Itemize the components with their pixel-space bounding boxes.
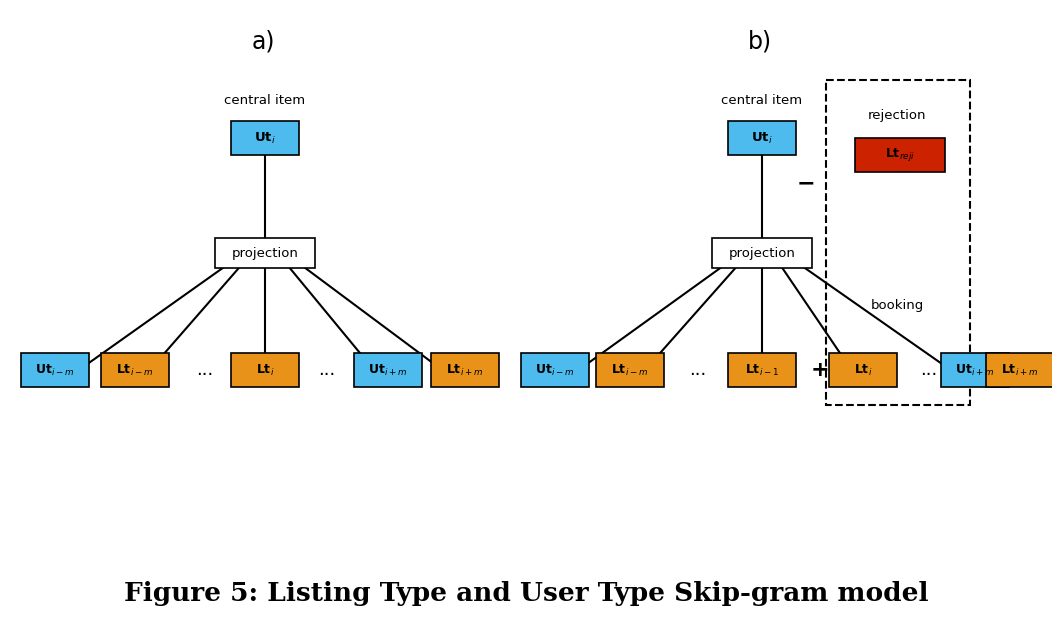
Bar [355,353,422,387]
Text: ...: ... [920,361,937,379]
Text: central item: central item [224,93,305,106]
Text: Lt$_i$: Lt$_i$ [854,363,872,378]
Text: ...: ... [689,361,707,379]
Text: Lt$_{i-m}$: Lt$_{i-m}$ [117,363,154,378]
Text: Lt$_{i+m}$: Lt$_{i+m}$ [1002,363,1038,378]
Text: projection: projection [729,247,795,259]
Text: +: + [811,360,829,380]
Bar [940,353,1009,387]
Text: Figure 5: Listing Type and User Type Skip-gram model: Figure 5: Listing Type and User Type Ski… [124,581,928,607]
Bar [728,353,796,387]
Text: Lt$_{i-1}$: Lt$_{i-1}$ [745,363,778,378]
Text: Lt$_{i-m}$: Lt$_{i-m}$ [611,363,649,378]
Text: booking: booking [870,298,924,312]
Bar [829,353,897,387]
Text: Lt$_{i+m}$: Lt$_{i+m}$ [446,363,484,378]
Bar [826,80,970,405]
Bar [596,353,664,387]
Text: Lt$_i$: Lt$_i$ [256,363,275,378]
Bar [215,238,315,268]
Bar [728,121,796,155]
Text: projection: projection [231,247,299,259]
Text: ...: ... [197,361,214,379]
Bar [431,353,499,387]
Text: ...: ... [319,361,336,379]
Text: −: − [796,173,815,193]
Text: central item: central item [722,93,803,106]
Text: Ut$_i$: Ut$_i$ [255,130,276,146]
Text: a): a) [251,30,275,54]
Bar [521,353,589,387]
Text: Ut$_{i+m}$: Ut$_{i+m}$ [955,363,995,378]
Text: b): b) [748,30,772,54]
Text: Ut$_{i-m}$: Ut$_{i-m}$ [535,363,574,378]
Bar [986,353,1052,387]
Bar [231,121,299,155]
Bar [855,138,945,172]
Bar [712,238,812,268]
Text: Ut$_i$: Ut$_i$ [751,130,773,146]
Bar [21,353,89,387]
Text: Ut$_{i+m}$: Ut$_{i+m}$ [368,363,408,378]
Bar [101,353,169,387]
Text: Lt$_{rej i}$: Lt$_{rej i}$ [885,146,915,163]
Bar [231,353,299,387]
Text: Ut$_{i-m}$: Ut$_{i-m}$ [36,363,75,378]
Text: rejection: rejection [868,109,926,121]
